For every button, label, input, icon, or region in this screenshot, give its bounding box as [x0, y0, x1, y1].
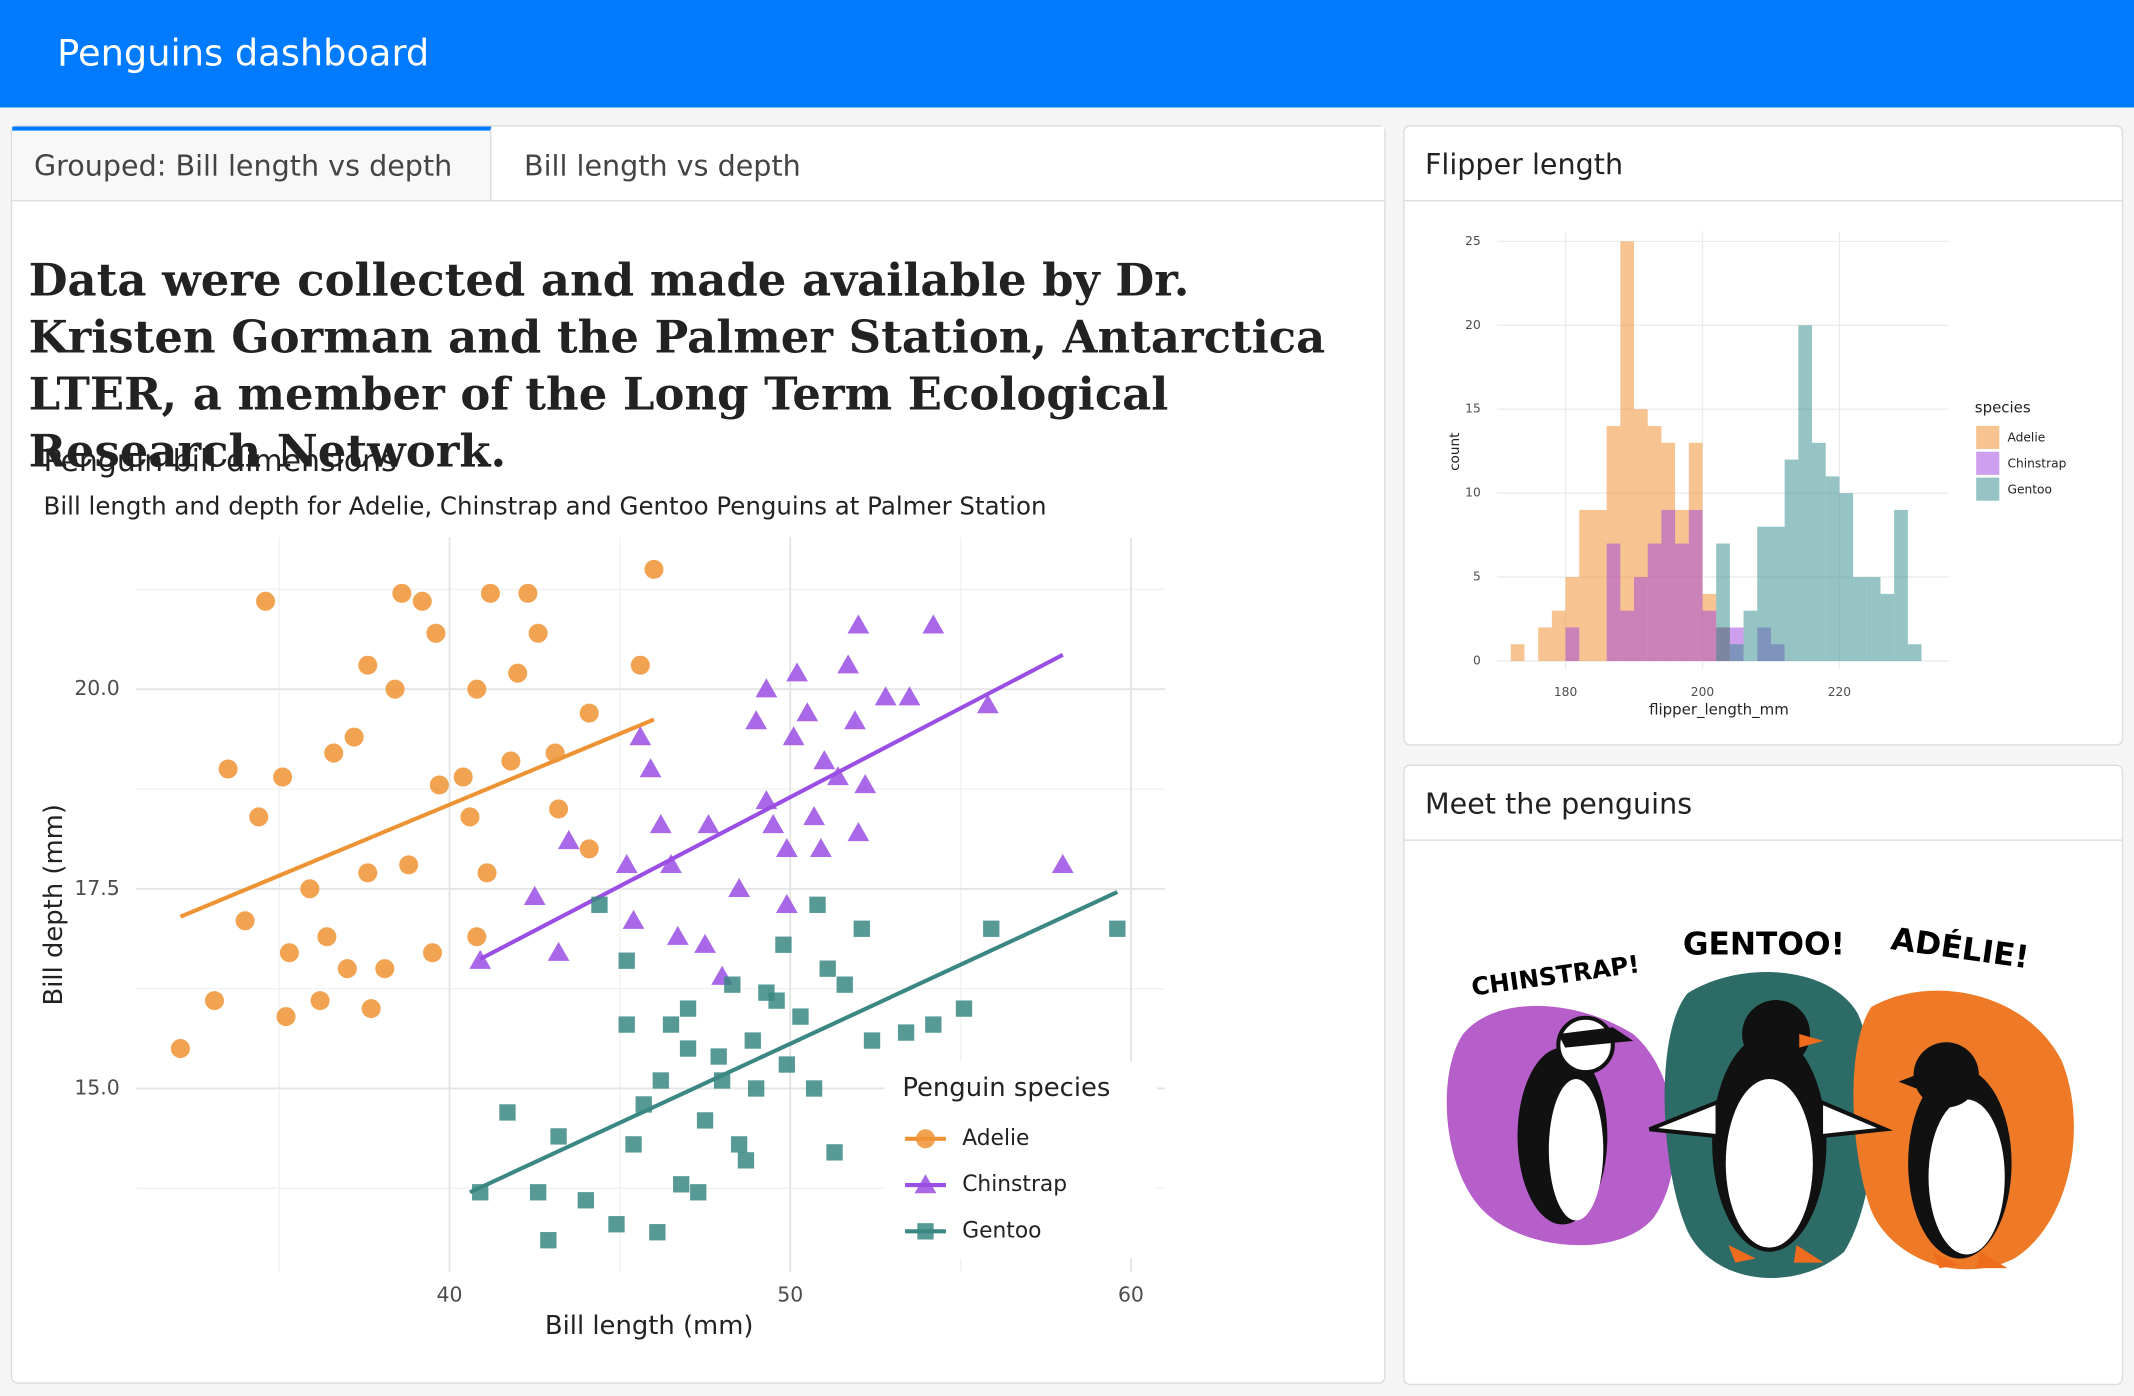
card-title: Meet the penguins	[1404, 766, 2122, 841]
navbar: Penguins dashboard	[0, 0, 2134, 108]
tab[interactable]: Grouped: Bill length vs depth	[12, 126, 492, 201]
tab[interactable]: Bill length vs depth	[523, 149, 801, 183]
app-title: Penguins dashboard	[57, 32, 430, 75]
tab-bar: Grouped: Bill length vs depth Bill lengt…	[12, 126, 1385, 202]
card-title: Flipper length	[1404, 127, 2122, 202]
description: Data were collected and made available b…	[28, 253, 1326, 478]
image-card: Meet the penguins	[1403, 764, 2124, 1386]
main-card: Grouped: Bill length vs depth Bill lengt…	[10, 125, 1386, 1384]
histogram-card: Flipper length	[1403, 125, 2124, 746]
